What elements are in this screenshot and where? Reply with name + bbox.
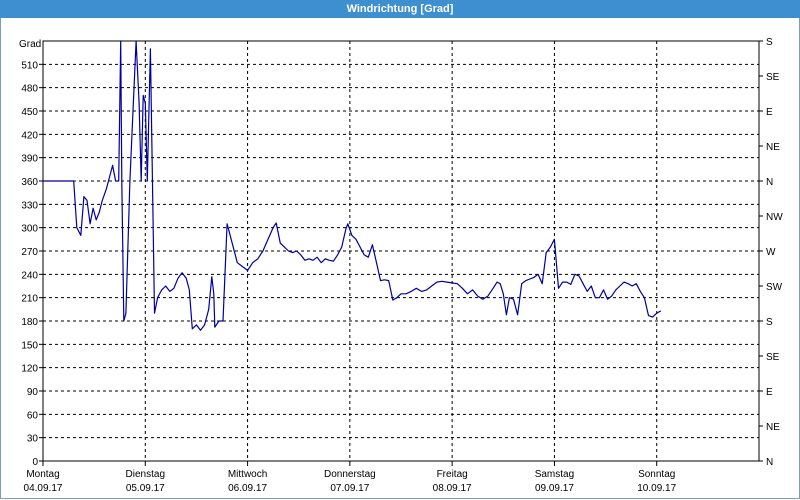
y-tick-label: 120 (21, 364, 38, 375)
series-group (43, 40, 662, 331)
y-tick-label: 60 (27, 410, 39, 421)
x-tick-label-day: Freitag (437, 469, 468, 480)
y-tick-label: 240 (21, 270, 38, 281)
x-tick-label-day: Sonntag (638, 469, 675, 480)
x-tick-label-day: Dienstag (126, 469, 165, 480)
y-tick-label: 510 (21, 60, 38, 71)
chart-frame: Grad 0 30 60 90 120 150 180 210 240 270 300 330 360 3… (0, 18, 800, 499)
x-tick-label-day: Samstag (535, 469, 574, 480)
x-axis-ticks: Montag 04.09.17 Dienstag 05.09.17 Mittwoch 06… (24, 461, 677, 494)
y-tick-label: 270 (21, 247, 38, 258)
y-axis-label: Grad (19, 39, 41, 50)
y-tick-label: 300 (21, 224, 38, 235)
x-tick-label-date: 10.09.17 (637, 483, 676, 494)
x-tick-label-day: Donnerstag (324, 469, 376, 480)
right-tick-label: NW (766, 212, 783, 223)
chart-title-bar: Windrichtung [Grad] (0, 0, 800, 18)
y-tick-label: 180 (21, 317, 38, 328)
right-tick-label: E (766, 107, 773, 118)
right-tick-label: S (766, 317, 773, 328)
y-tick-label: 90 (27, 387, 39, 398)
right-tick-label: NE (766, 142, 780, 153)
x-tick-label-date: 09.09.17 (535, 483, 574, 494)
y-tick-label: 390 (21, 154, 38, 165)
x-tick-label-date: 07.09.17 (330, 483, 369, 494)
y-tick-label: 360 (21, 177, 38, 188)
y-tick-label: 150 (21, 340, 38, 351)
y-tick-label: 30 (27, 434, 39, 445)
series-line (43, 40, 662, 331)
x-tick-label-date: 04.09.17 (24, 483, 63, 494)
right-tick-label: S (766, 37, 773, 48)
y-tick-label: 330 (21, 200, 38, 211)
right-tick-label: N (766, 177, 773, 188)
chart-title: Windrichtung [Grad] (346, 3, 454, 15)
right-axis-ticks: N NE E SE S SW W NW N NE E SE S (759, 37, 783, 468)
grid-lines (43, 41, 759, 461)
x-tick-label-day: Mittwoch (228, 469, 267, 480)
y-tick-label: 480 (21, 84, 38, 95)
right-tick-label: SE (766, 72, 780, 83)
y-tick-label: 0 (32, 457, 38, 468)
plot-area-border (42, 40, 760, 462)
wind-direction-chart: Grad 0 30 60 90 120 150 180 210 240 270 300 330 360 3… (19, 37, 783, 494)
right-tick-label: W (766, 247, 776, 258)
x-tick-label-day: Montag (26, 469, 59, 480)
right-tick-label: N (766, 457, 773, 468)
y-tick-label: 420 (21, 130, 38, 141)
y-axis-ticks: 0 30 60 90 120 150 180 210 240 270 300 330 360 390 420… (21, 60, 43, 468)
right-tick-label: SE (766, 352, 780, 363)
x-tick-label-date: 08.09.17 (433, 483, 472, 494)
right-tick-label: E (766, 387, 773, 398)
right-tick-label: NE (766, 422, 780, 433)
x-tick-label-date: 06.09.17 (228, 483, 267, 494)
right-tick-label: SW (766, 282, 783, 293)
y-tick-label: 210 (21, 294, 38, 305)
y-tick-label: 450 (21, 107, 38, 118)
x-tick-label-date: 05.09.17 (126, 483, 165, 494)
